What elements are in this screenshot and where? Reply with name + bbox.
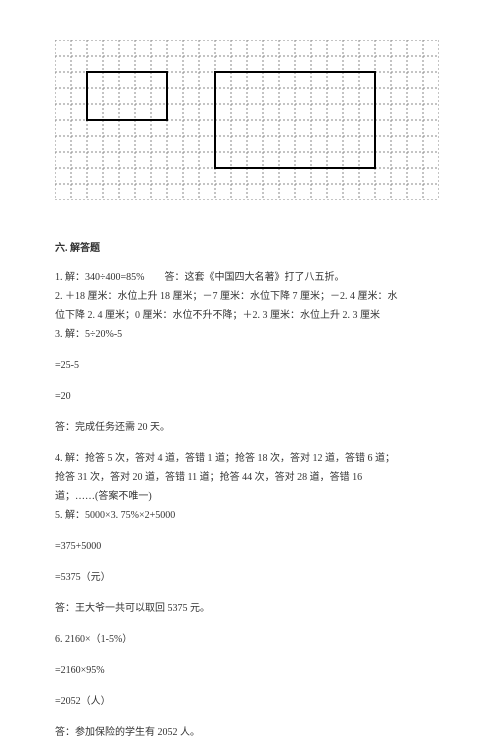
q6-line-a: 6. 2160×（1-5%） (55, 631, 445, 648)
q6-line-c: =2052（人） (55, 693, 445, 710)
grid-svg (55, 40, 439, 200)
q5-answer: 答：王大爷一共可以取回 5375 元。 (55, 600, 445, 617)
q5-line-a: 5. 解：5000×3. 75%×2+5000 (55, 507, 445, 524)
q6-line-b: =2160×95% (55, 662, 445, 679)
q3-line-c: =20 (55, 388, 445, 405)
q4-line-c: 道；……(答案不唯一) (55, 488, 445, 505)
section-header: 六. 解答题 (55, 240, 445, 257)
q3-answer: 答：完成任务还需 20 天。 (55, 419, 445, 436)
q4-line-b: 抢答 31 次，答对 20 道，答错 11 道；抢答 44 次，答对 28 道，… (55, 469, 445, 486)
q6-answer: 答：参加保险的学生有 2052 人。 (55, 724, 445, 741)
q5-line-b: =375+5000 (55, 538, 445, 555)
q5-line-c: =5375（元） (55, 569, 445, 586)
q3-line-b: =25-5 (55, 357, 445, 374)
q1-line: 1. 解：340÷400=85% 答：这套《中国四大名著》打了八五折。 (55, 269, 445, 286)
q2-line-a: 2. ＋18 厘米：水位上升 18 厘米；－7 厘米：水位下降 7 厘米；－2.… (55, 288, 445, 305)
q2-line-b: 位下降 2. 4 厘米；0 厘米：水位不升不降；＋2. 3 厘米：水位上升 2.… (55, 307, 445, 324)
grid-diagram (55, 40, 445, 200)
q4-line-a: 4. 解：抢答 5 次，答对 4 道，答错 1 道；抢答 18 次，答对 12 … (55, 450, 445, 467)
q3-line-a: 3. 解：5÷20%-5 (55, 326, 445, 343)
